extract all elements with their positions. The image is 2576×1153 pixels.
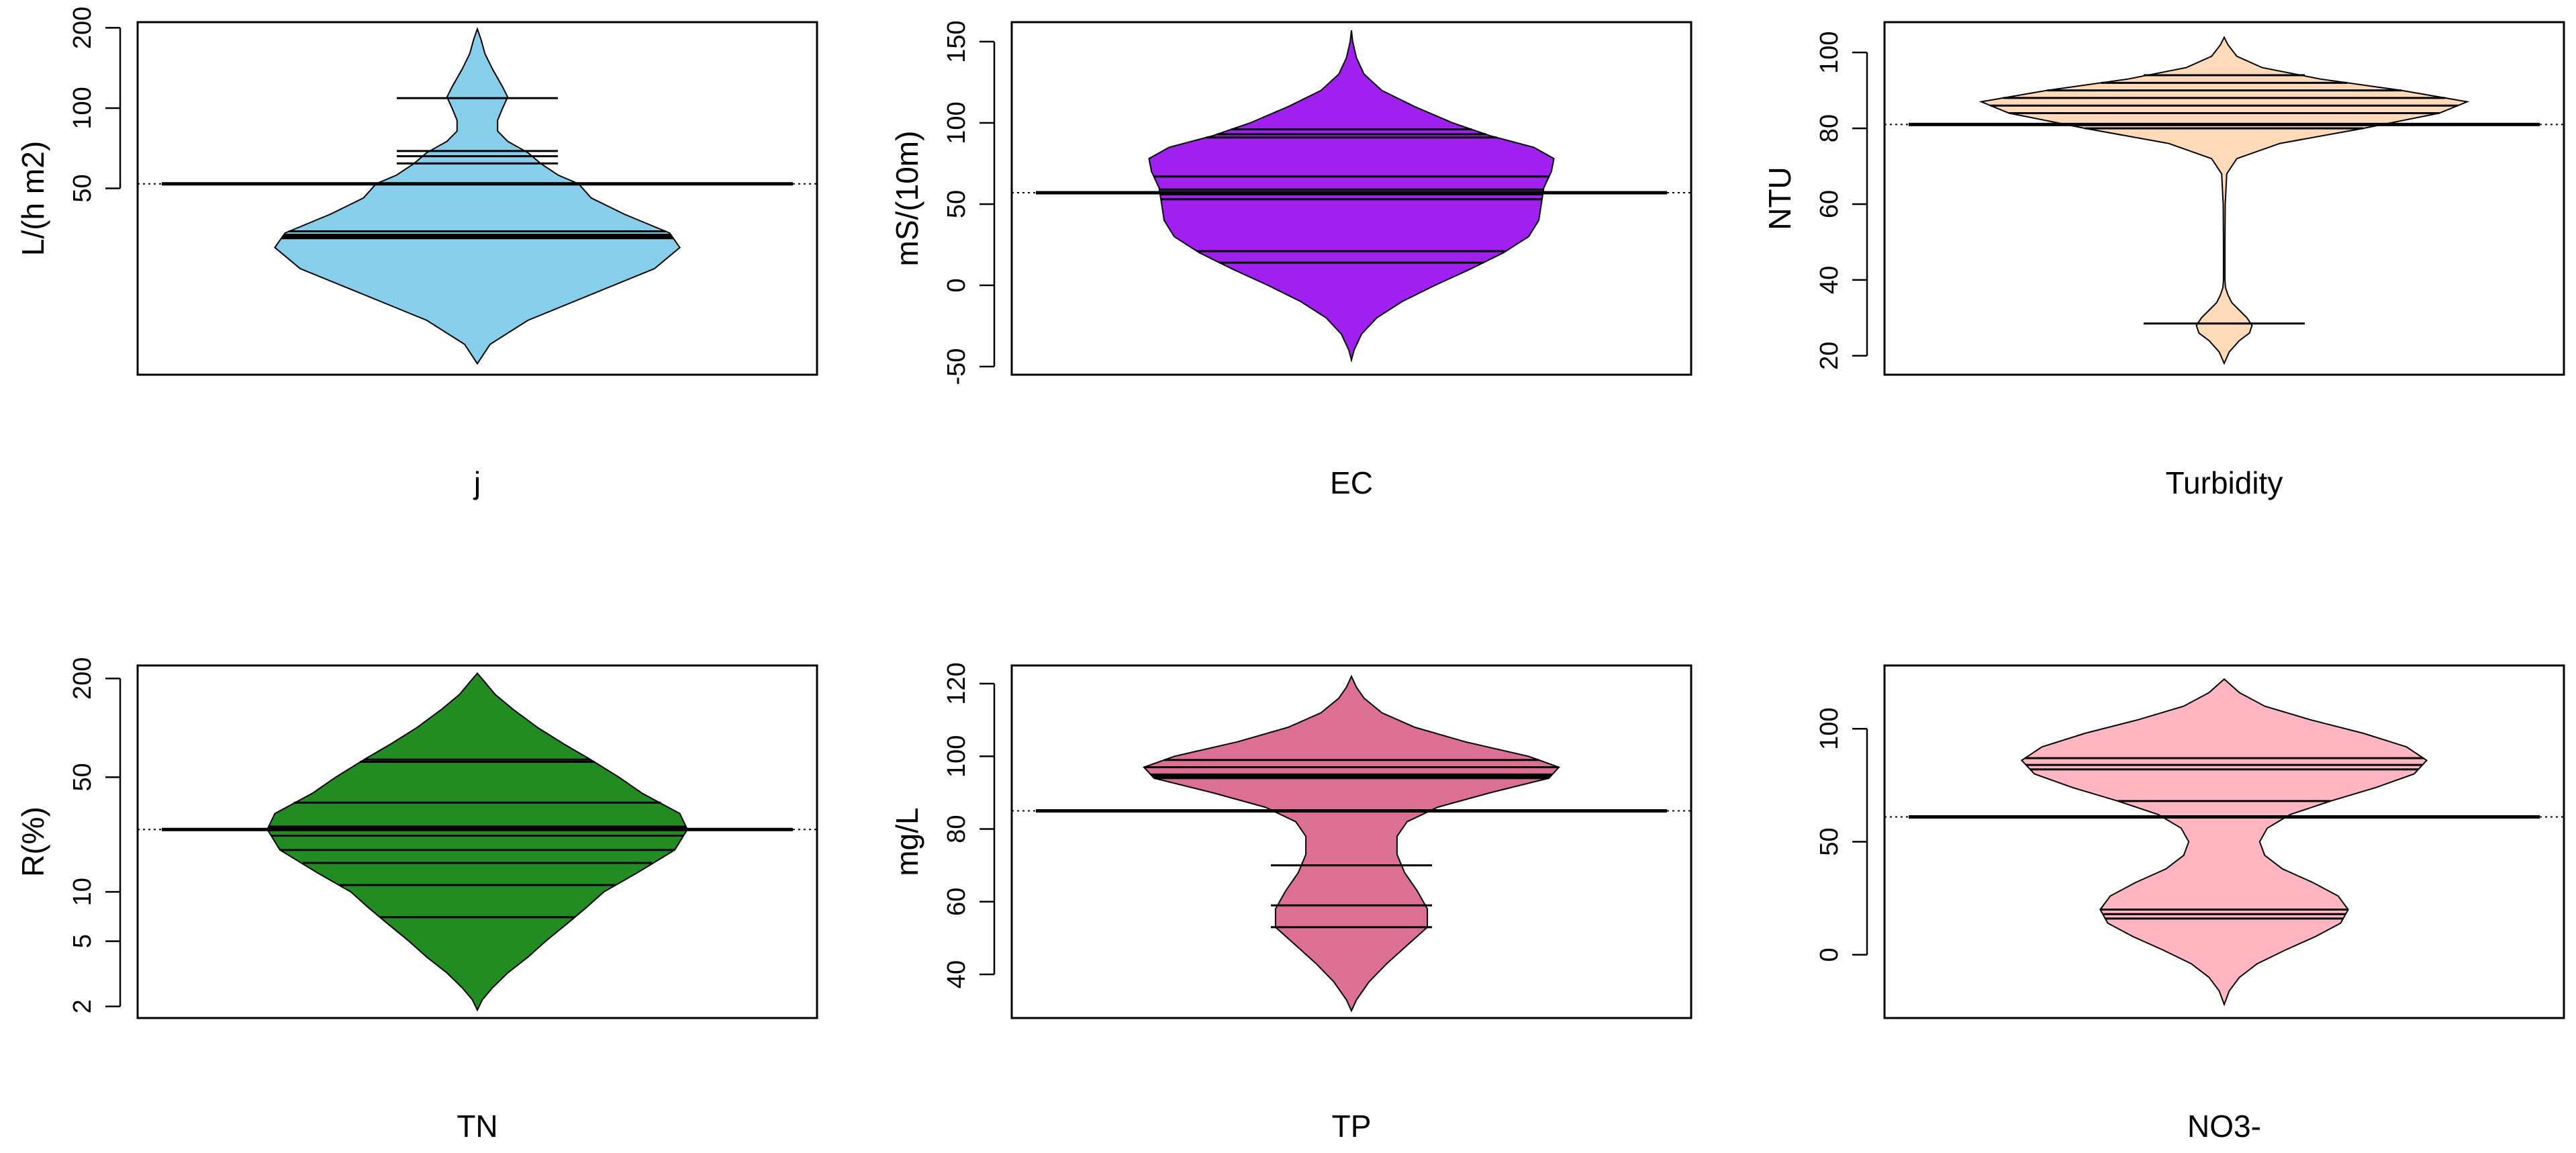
y-tick-label: 100	[943, 735, 971, 778]
y-tick-label: 5	[68, 934, 97, 948]
y-tick-label: 100	[68, 87, 97, 129]
y-tick-label: 100	[1815, 708, 1844, 750]
x-axis-label: NO3-	[2187, 1109, 2261, 1144]
y-tick-label: 100	[1815, 31, 1844, 73]
y-tick-label: 60	[943, 888, 971, 916]
y-tick-label: 120	[943, 662, 971, 704]
y-tick-label: 50	[943, 190, 971, 218]
y-tick-label: 50	[1815, 827, 1844, 856]
plot-frame	[136, 664, 818, 1019]
plot-frame	[1883, 21, 2565, 376]
y-axis-title: R(%)	[15, 806, 50, 877]
y-tick-label: 60	[1815, 190, 1844, 218]
x-axis-label: TP	[1332, 1109, 1372, 1144]
bean-shape	[266, 672, 689, 1012]
y-tick-label: 80	[1815, 114, 1844, 142]
plot-frame	[136, 21, 818, 376]
y-axis-title: mS/(10m)	[890, 131, 924, 267]
y-axis-title: L/(h m2)	[15, 141, 50, 256]
y-tick-label: 10	[68, 878, 97, 906]
chart-panel-4: 2 5 10 50 200 R(%) TN	[15, 657, 818, 1144]
y-tick-label: 150	[943, 20, 971, 62]
y-tick-label: 40	[943, 960, 971, 988]
y-tick-label: 0	[943, 278, 971, 292]
chart-panel-1: 50 100 200 L/(h m2) j	[15, 7, 818, 500]
plot-frame	[1883, 664, 2565, 1019]
bean-shape	[2020, 678, 2428, 1007]
y-tick-label: 80	[943, 815, 971, 843]
y-tick-label: 40	[1815, 266, 1844, 294]
bean-shape	[274, 27, 681, 365]
x-axis-label: EC	[1330, 465, 1373, 500]
chart-panel-3: 20 40 60 80 100 NTU Turbidity	[1762, 21, 2565, 500]
y-tick-label: 100	[943, 101, 971, 144]
chart-panel-5: 40 60 80 100 120 mg/L TP	[890, 662, 1692, 1144]
y-tick-label: -50	[943, 348, 971, 385]
y-axis-title: NTU	[1762, 167, 1797, 230]
plot-frame	[1010, 21, 1692, 376]
y-axis-title: mg/L	[890, 807, 924, 876]
x-axis-label: Turbidity	[2166, 465, 2283, 500]
chart-panel-6: 0 50 100 NO3-	[1815, 664, 2565, 1144]
x-axis-label: j	[473, 465, 481, 500]
y-tick-label: 0	[1815, 948, 1844, 962]
y-tick-label: 2	[68, 999, 97, 1013]
y-tick-label: 50	[68, 174, 97, 202]
y-tick-label: 20	[1815, 342, 1844, 370]
bean-shape	[1978, 36, 2470, 365]
x-axis-label: TN	[457, 1109, 497, 1144]
y-tick-label: 200	[68, 7, 97, 49]
plot-frame	[1010, 664, 1692, 1019]
chart-panel-2: -50 0 50 100 150 mS/(10m) EC	[890, 20, 1692, 500]
y-tick-label: 50	[68, 763, 97, 791]
y-tick-label: 200	[68, 657, 97, 700]
bean-shape	[1143, 674, 1560, 1013]
